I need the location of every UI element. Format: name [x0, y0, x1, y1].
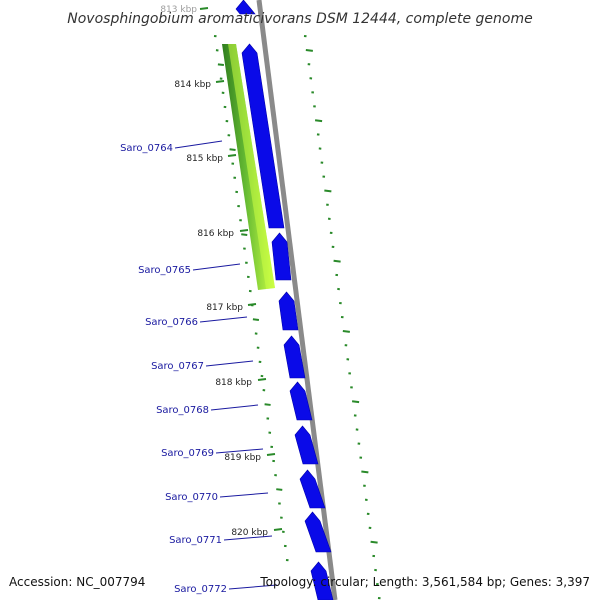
kbp-tick-mark: [273, 528, 283, 531]
gc-skew-mark: [276, 488, 283, 491]
accession-label: Accession: NC_007794: [9, 575, 145, 589]
gene-leader-line: [210, 404, 259, 411]
cds-arrow: [304, 511, 332, 553]
cds-arrow: [241, 43, 285, 229]
gc-skew-mark: [229, 148, 236, 152]
gc-skew-mark: [342, 330, 350, 333]
kbp-tick-label: 817 kbp: [206, 303, 243, 313]
cds-arrow: [289, 381, 313, 421]
kbp-tick-mark: [247, 303, 257, 306]
gc-content-band-pale: [228, 44, 275, 289]
gene-label: Saro_0771: [169, 535, 222, 546]
gc-skew-mark: [333, 259, 341, 263]
gene-label: Saro_0768: [156, 405, 209, 416]
topology-label: Topology: circular; Length: 3,561,584 bp…: [259, 575, 590, 589]
cds-arrow: [271, 232, 292, 281]
gene-leader-line: [205, 360, 254, 367]
cds-arrow: [278, 291, 299, 331]
gene-leader-line: [192, 263, 241, 271]
gene-label: Saro_0769: [161, 448, 214, 459]
cds-arrow: [294, 425, 319, 465]
kbp-tick-mark: [215, 80, 225, 83]
gene-label: Saro_0766: [145, 317, 198, 328]
kbp-tick-mark: [266, 453, 276, 456]
kbp-tick-label: 820 kbp: [231, 528, 268, 538]
map-title: Novosphingobium aromaticivorans DSM 1244…: [67, 11, 532, 27]
gc-skew-mark: [370, 540, 378, 544]
gene-leader-line: [219, 492, 269, 498]
kbp-tick-mark: [227, 154, 237, 157]
kbp-tick-label: 815 kbp: [186, 154, 223, 164]
cds-arrow: [310, 561, 334, 600]
cds-arrows: [235, 0, 334, 600]
kbp-tick-label: 813 kbp: [160, 5, 197, 15]
kbp-tick-label: 816 kbp: [197, 229, 234, 239]
gene-leader-line: [215, 448, 264, 454]
gc-skew-mark: [361, 470, 369, 474]
kbp-tick-label: 814 kbp: [174, 80, 211, 90]
gc-skew-mark: [264, 403, 271, 406]
kbp-ticks: 813 kbp 814 kbp 815 kbp 816 kbp 817 kbp 818 k…: [160, 5, 283, 538]
cds-arrow: [299, 469, 326, 509]
kbp-tick-mark: [257, 378, 267, 381]
kbp-tick-label: 818 kbp: [215, 378, 252, 388]
genome-backbone: [256, 0, 338, 600]
kbp-tick-mark: [239, 229, 249, 232]
gene-leader-line: [223, 535, 273, 541]
gene-label: Saro_0764: [120, 143, 173, 154]
gc-skew-mark: [351, 400, 360, 404]
cds-arrow: [283, 335, 306, 379]
gc-skew-mark: [314, 119, 323, 123]
cds-arrow: [235, 0, 256, 15]
gene-label: Saro_0765: [138, 265, 191, 276]
gc-skew-mark: [241, 233, 248, 236]
gc-skew-mark: [305, 49, 313, 52]
gc-skew-mark: [217, 63, 225, 67]
kbp-tick-mark: [199, 7, 209, 10]
gc-skew-mark: [324, 189, 332, 193]
gc-skew-dashes: [213, 35, 381, 600]
gene-label: Saro_0767: [151, 361, 204, 372]
gene-label: Saro_0772: [174, 584, 227, 595]
gene-leader-line: [174, 140, 223, 149]
gene-label: Saro_0770: [165, 492, 218, 503]
kbp-tick-label: 819 kbp: [224, 453, 261, 463]
gene-labels: Saro_0764 Saro_0765 Saro_0766 Saro_0767 Saro…: [120, 140, 278, 595]
gene-leader-line: [199, 316, 248, 323]
gc-skew-mark: [252, 318, 260, 321]
gene-leader-line: [228, 584, 278, 590]
